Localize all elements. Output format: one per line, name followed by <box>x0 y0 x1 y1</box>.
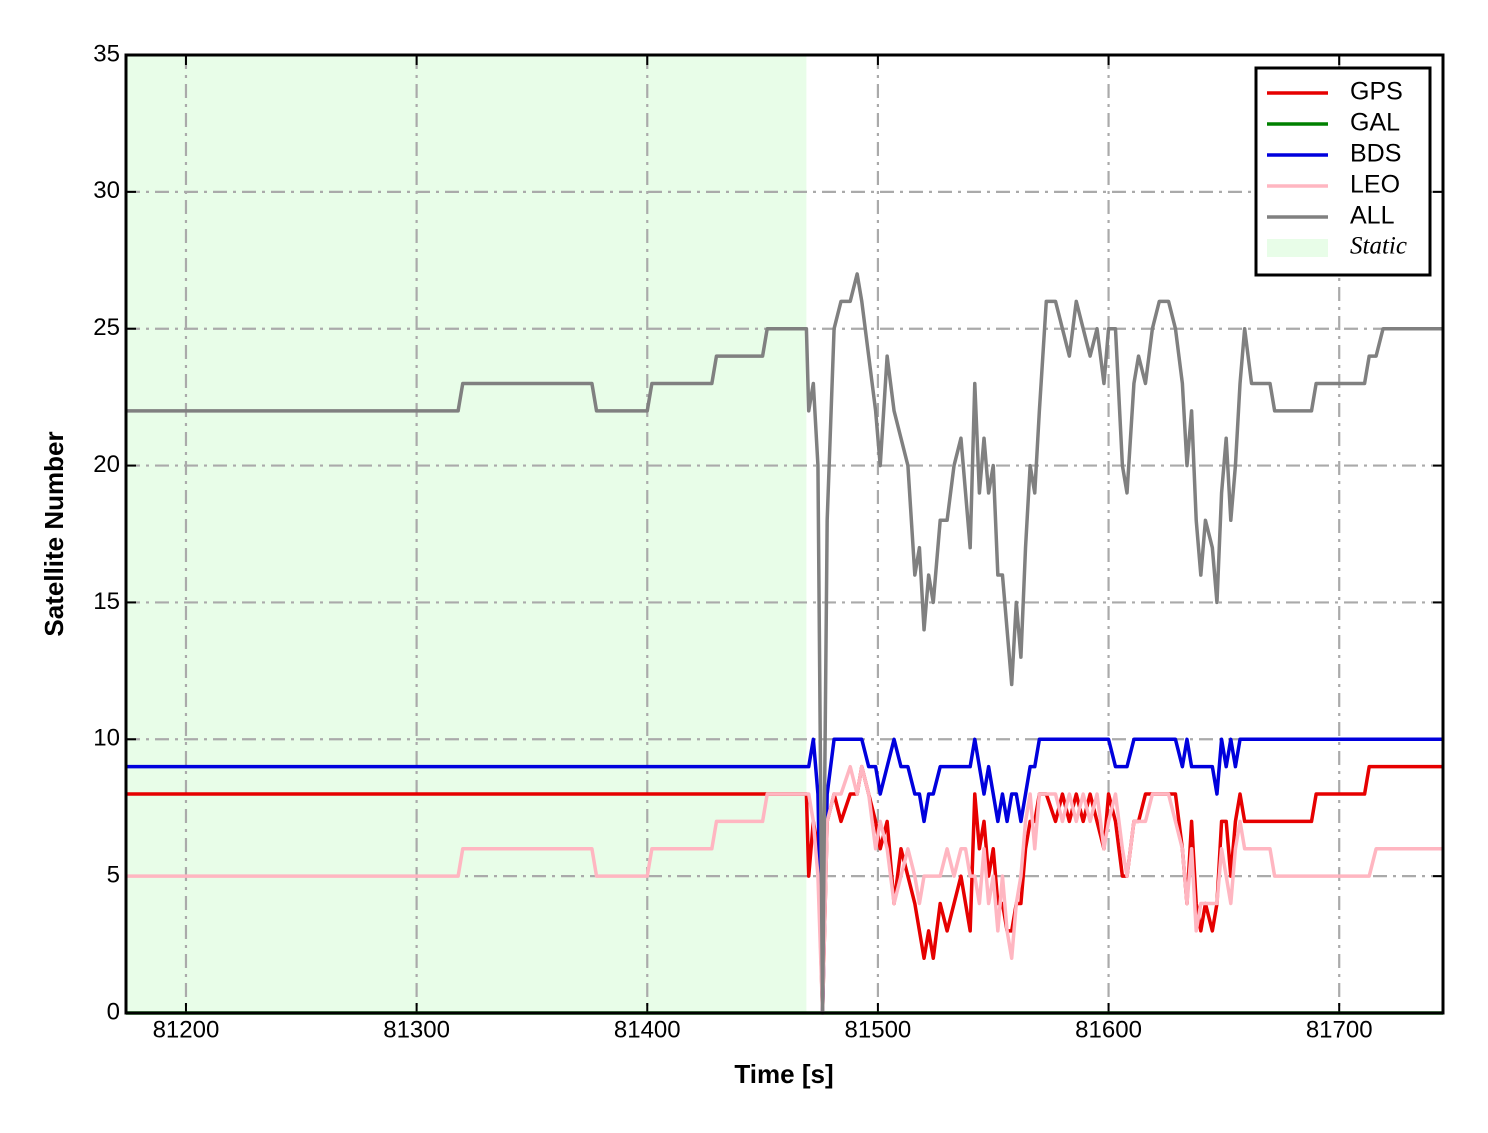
series-line <box>126 272 1443 1015</box>
y-tick-label: 0 <box>107 998 120 1025</box>
series-line <box>126 764 1443 1015</box>
legend-label: BDS <box>1350 140 1401 168</box>
x-tick-label: 81500 <box>845 1016 912 1043</box>
legend-swatch <box>1267 239 1328 257</box>
x-tick-label: 81600 <box>1075 1016 1142 1043</box>
y-tick-label: 5 <box>107 861 120 888</box>
legend-label: GAL <box>1350 109 1400 137</box>
x-axis-label: Time [s] <box>734 1059 833 1089</box>
legend-label: LEO <box>1350 171 1400 199</box>
y-tick-label: 20 <box>93 451 120 478</box>
x-tick-label: 81300 <box>383 1016 450 1043</box>
x-tick-label: 81700 <box>1306 1016 1373 1043</box>
plot-frame <box>124 53 1445 1015</box>
x-tick-label: 81400 <box>614 1016 681 1043</box>
x-tick-label: 81200 <box>153 1016 220 1043</box>
y-tick-label: 25 <box>93 314 120 341</box>
static-region <box>126 55 807 1013</box>
series-line <box>126 737 1443 1015</box>
y-tick-label: 30 <box>93 177 120 204</box>
legend-label: Static <box>1350 233 1407 260</box>
y-axis-label: Satellite Number <box>39 431 69 636</box>
y-tick-label: 10 <box>93 725 120 752</box>
legend-label: GPS <box>1350 78 1403 106</box>
y-tick-label: 15 <box>93 588 120 615</box>
legend-label: ALL <box>1350 202 1395 230</box>
y-tick-label: 35 <box>93 40 120 67</box>
